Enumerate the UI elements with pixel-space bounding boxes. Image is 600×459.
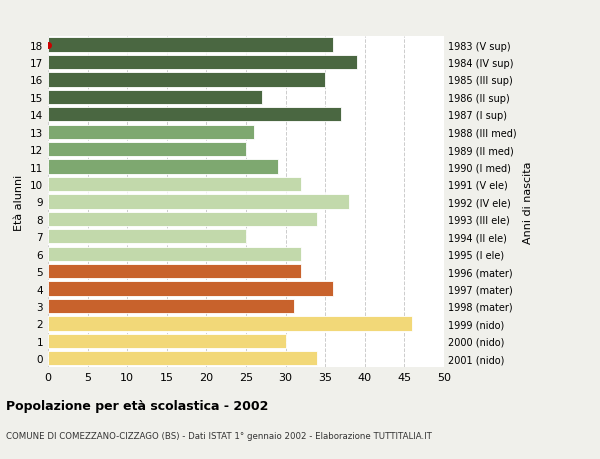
Bar [48,264,301,279]
Bar [48,56,357,70]
Text: Popolazione per età scolastica - 2002: Popolazione per età scolastica - 2002 [6,399,268,412]
Bar [48,247,301,261]
Y-axis label: Anni di nascita: Anni di nascita [523,161,533,243]
Bar [48,38,333,52]
Bar [48,195,349,209]
Bar [48,108,341,122]
Y-axis label: Età alunni: Età alunni [14,174,25,230]
Bar [48,143,246,157]
Bar [48,317,412,331]
Bar [48,90,262,105]
Bar [48,299,293,313]
Bar [48,160,278,174]
Bar [48,230,246,244]
Bar [48,212,317,226]
Bar [48,282,333,296]
Bar [48,334,286,348]
Bar [48,125,254,140]
Text: COMUNE DI COMEZZANO-CIZZAGO (BS) - Dati ISTAT 1° gennaio 2002 - Elaborazione TUT: COMUNE DI COMEZZANO-CIZZAGO (BS) - Dati … [6,431,432,441]
Bar [48,352,317,366]
Bar [48,73,325,87]
Bar [48,178,301,192]
